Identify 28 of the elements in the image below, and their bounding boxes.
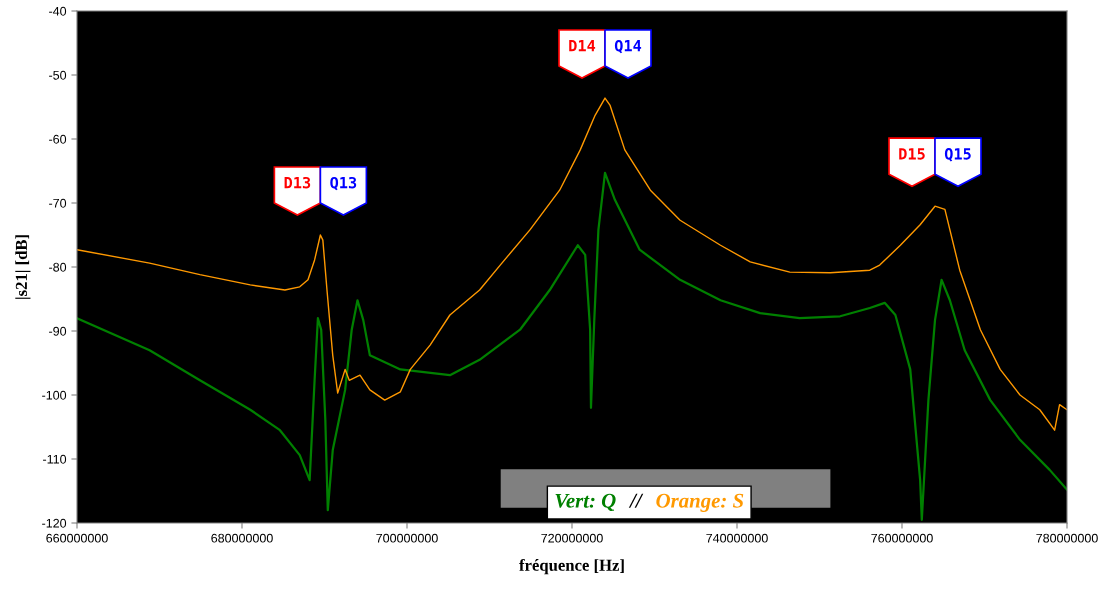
x-tick-label: 680000000: [211, 533, 273, 543]
x-tick-label: 700000000: [376, 533, 438, 543]
line-series: [77, 97, 1067, 431]
y-tick-label: -120: [42, 518, 67, 528]
y-tick-label: -90: [49, 326, 67, 336]
y-tick-label: -70: [49, 198, 67, 208]
y-tick-label: -80: [49, 262, 67, 272]
x-tick-label: 740000000: [706, 533, 768, 543]
annotation: D15: [899, 148, 925, 160]
annotation: //: [628, 493, 644, 508]
y-tick-label: -100: [42, 390, 67, 400]
y-tick-label: -50: [49, 70, 67, 80]
x-tick-label: 780000000: [1036, 533, 1098, 543]
x-tick-label: 760000000: [871, 533, 933, 543]
x-axis-title: fréquence [Hz]: [519, 558, 624, 575]
y-axis-title: |s21| [dB]: [15, 235, 31, 299]
annotation: Q13: [330, 176, 357, 191]
annotation: D13: [284, 176, 311, 189]
annotation: Orange: S: [656, 493, 744, 512]
annotation: D14: [569, 40, 596, 52]
annotation: Q14: [614, 39, 642, 54]
y-tick-label: -60: [49, 134, 67, 144]
y-tick-label: -40: [49, 6, 67, 16]
x-tick-label: 720000000: [541, 533, 603, 543]
y-tick-label: -110: [43, 454, 67, 464]
x-tick-label: 660000000: [46, 533, 108, 543]
annotation: Q15: [944, 148, 971, 162]
annotation: Vert: Q: [555, 493, 616, 511]
